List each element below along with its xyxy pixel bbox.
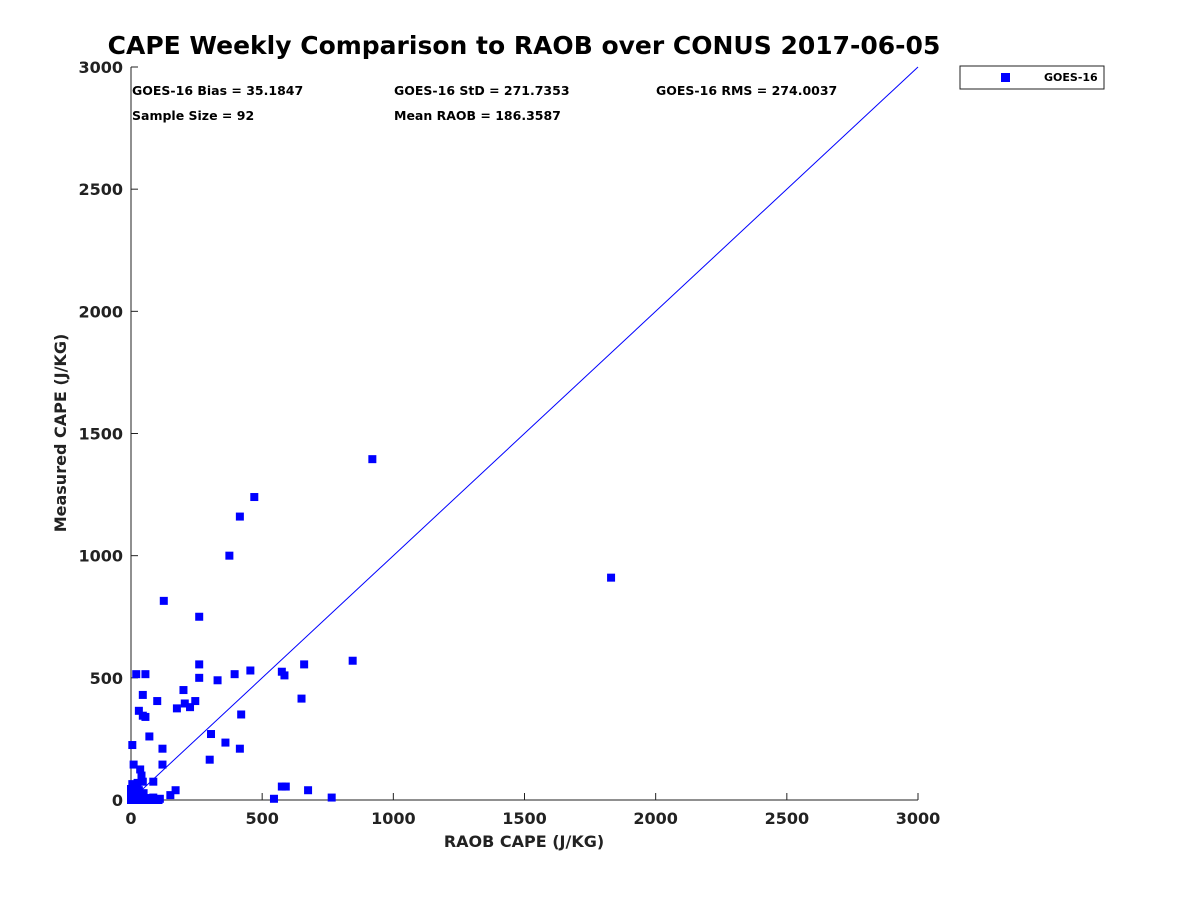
data-point (207, 730, 216, 739)
data-point (139, 789, 148, 798)
legend-box (959, 65, 1105, 90)
data-point (141, 712, 150, 721)
data-point (172, 704, 181, 713)
one-to-one-line (130, 66, 919, 801)
legend-marker (1001, 73, 1010, 82)
data-point (269, 794, 278, 803)
x-tick-label: 2000 (633, 809, 678, 828)
data-point (166, 791, 175, 800)
data-point (281, 782, 290, 791)
data-point (186, 703, 195, 712)
data-point (195, 660, 204, 669)
data-point (297, 694, 306, 703)
data-point (280, 671, 289, 680)
data-point (138, 777, 147, 786)
data-point (179, 686, 188, 695)
x-tick-label: 3000 (896, 809, 941, 828)
data-point (237, 710, 246, 719)
data-point (138, 690, 147, 699)
data-point (205, 755, 214, 764)
stat-rms: GOES-16 RMS = 274.0037 (656, 83, 837, 98)
data-point (246, 666, 255, 675)
data-point (141, 670, 150, 679)
data-point (149, 777, 158, 786)
data-points (127, 455, 616, 804)
data-point (153, 697, 162, 706)
data-point (327, 793, 336, 802)
y-ticks: 0 500 1000 1500 2000 2500 3000 (78, 58, 138, 810)
stat-mean-raob: Mean RAOB = 186.3587 (394, 108, 561, 123)
x-tick-label: 0 (125, 809, 136, 828)
data-point (250, 493, 259, 502)
y-tick-label: 2000 (78, 302, 123, 321)
data-point (304, 786, 313, 795)
x-tick-label: 500 (245, 809, 278, 828)
plot-area: 0 500 1000 1500 2000 2500 3000 0 500 1000 1500 200… (78, 58, 940, 828)
y-axis-label: Measured CAPE (J/KG) (51, 334, 70, 533)
legend: GOES-16 (959, 65, 1105, 90)
data-point (171, 786, 180, 795)
data-point (235, 744, 244, 753)
y-tick-label: 0 (112, 791, 123, 810)
chart-title: CAPE Weekly Comparison to RAOB over CONU… (108, 31, 941, 60)
stat-bias: GOES-16 Bias = 35.1847 (132, 83, 303, 98)
data-point (191, 697, 200, 706)
y-tick-label: 3000 (78, 58, 123, 77)
x-tick-label: 1000 (371, 809, 416, 828)
data-point (159, 596, 168, 605)
data-point (213, 676, 222, 685)
data-point (368, 455, 377, 464)
data-point (195, 673, 204, 682)
data-point (225, 551, 234, 560)
stat-sample-size: Sample Size = 92 (132, 108, 254, 123)
data-point (127, 785, 135, 794)
data-point (145, 732, 154, 741)
data-point (300, 660, 309, 669)
x-tick-label: 1500 (502, 809, 547, 828)
y-tick-label: 1000 (78, 547, 123, 566)
data-point (221, 738, 230, 747)
legend-label: GOES-16 (1044, 71, 1098, 84)
y-tick-label: 2500 (78, 180, 123, 199)
y-tick-label: 500 (90, 669, 123, 688)
x-axis-label: RAOB CAPE (J/KG) (444, 832, 604, 851)
data-point (155, 794, 164, 803)
data-point (230, 670, 239, 679)
data-point (607, 573, 616, 582)
data-point (131, 782, 140, 791)
data-point (158, 744, 167, 753)
data-point (180, 699, 189, 708)
data-point (129, 760, 138, 769)
data-point (132, 793, 141, 802)
data-point (235, 512, 244, 521)
stats-panel: GOES-16 Bias = 35.1847 GOES-16 StD = 271… (132, 83, 837, 123)
data-point (348, 656, 357, 665)
data-point (134, 706, 143, 715)
x-tick-label: 2500 (765, 809, 810, 828)
data-point (195, 612, 204, 621)
stat-std: GOES-16 StD = 271.7353 (394, 83, 570, 98)
data-point (128, 741, 137, 750)
y-tick-label: 1500 (78, 425, 123, 444)
data-point (136, 765, 145, 774)
data-point (158, 760, 167, 769)
data-point (132, 670, 141, 679)
x-ticks: 0 500 1000 1500 2000 2500 3000 (125, 793, 940, 828)
data-point (137, 771, 146, 780)
